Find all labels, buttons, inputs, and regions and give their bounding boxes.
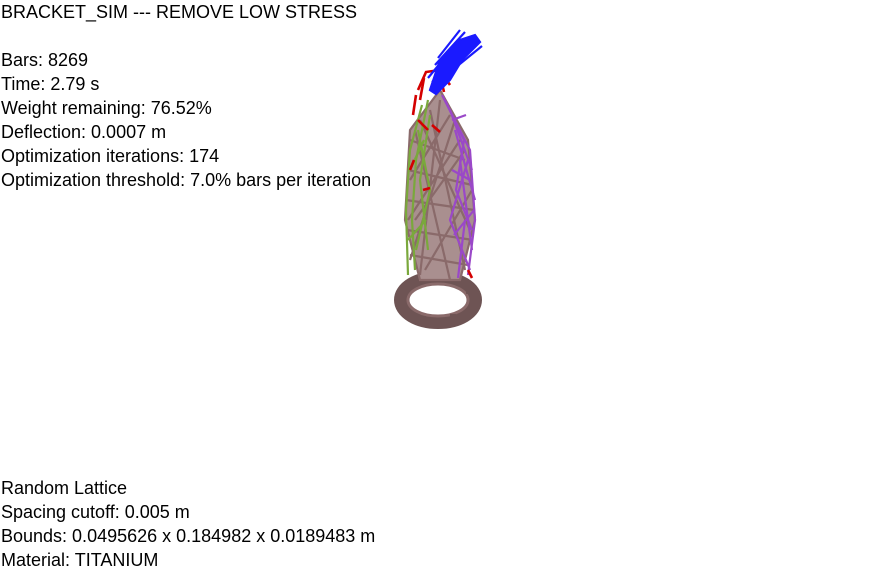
weight-remaining: Weight remaining: 76.52% [1,98,212,118]
bounds: Bounds: 0.0495626 x 0.184982 x 0.0189483… [1,526,376,546]
base-ring [394,271,482,329]
bars-count: Bars: 8269 [1,50,89,70]
optimization-iterations: Optimization iterations: 174 [1,146,220,166]
load-region[interactable] [427,29,483,96]
deflection: Deflection: 0.0007 m [1,122,167,142]
material: Material: TITANIUM [1,550,159,570]
optimization-threshold: Optimization threshold: 7.0% bars per it… [1,170,372,190]
lattice-body [403,68,477,282]
lattice-type: Random Lattice [1,478,128,498]
spacing-cutoff: Spacing cutoff: 0.005 m [1,502,190,522]
sim-title: BRACKET_SIM --- REMOVE LOW STRESS [1,2,358,22]
sim-time: Time: 2.79 s [1,74,100,94]
lattice-3d-viewport[interactable] [380,20,510,340]
